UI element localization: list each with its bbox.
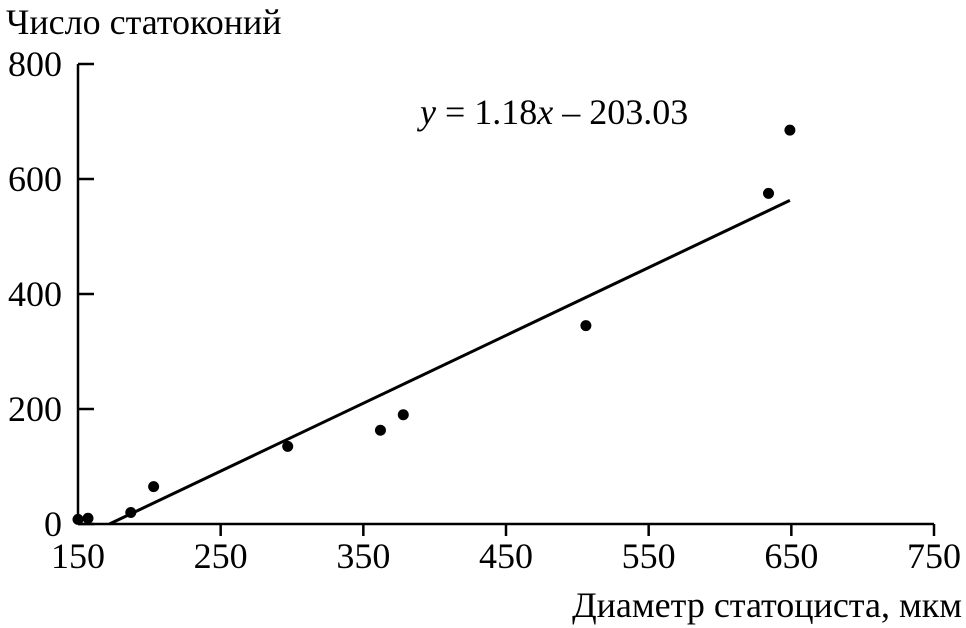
- y-tick-label: 200: [8, 389, 62, 429]
- regression-equation: y = 1.18x – 203.03: [417, 92, 688, 132]
- equation-y-var: y: [417, 92, 436, 132]
- data-point: [580, 320, 592, 332]
- data-point: [397, 409, 409, 421]
- data-points: [72, 124, 796, 525]
- x-tick-label: 550: [622, 536, 676, 576]
- y-tick-label: 0: [44, 504, 62, 544]
- x-tick-label: 750: [907, 536, 961, 576]
- y-tick-label: 400: [8, 274, 62, 314]
- data-point: [72, 513, 84, 525]
- data-point: [282, 440, 294, 452]
- data-point: [125, 507, 137, 518]
- y-tick-label: 800: [8, 44, 62, 84]
- y-axis-title: Число статоконий: [6, 2, 282, 42]
- x-tick-label: 650: [764, 536, 818, 576]
- equation-intercept: – 203.03: [553, 92, 688, 132]
- data-point: [82, 512, 94, 524]
- equation-slope: = 1.18: [436, 92, 537, 132]
- x-tick-label: 450: [479, 536, 533, 576]
- y-ticks: 0 200 400 600 800: [8, 44, 94, 544]
- x-tick-label: 350: [336, 536, 390, 576]
- data-point: [784, 124, 796, 136]
- x-tick-label: 250: [194, 536, 248, 576]
- y-tick-label: 600: [8, 159, 62, 199]
- equation-x-var: x: [536, 92, 553, 132]
- data-point: [763, 187, 775, 199]
- trend-line: [108, 199, 791, 526]
- data-point: [374, 424, 386, 436]
- x-tick-label: 150: [51, 536, 105, 576]
- data-point: [148, 481, 160, 493]
- x-axis-title: Диаметр статоциста, мкм: [572, 585, 962, 625]
- x-ticks: 150 250 350 450 550 650 750: [51, 524, 961, 576]
